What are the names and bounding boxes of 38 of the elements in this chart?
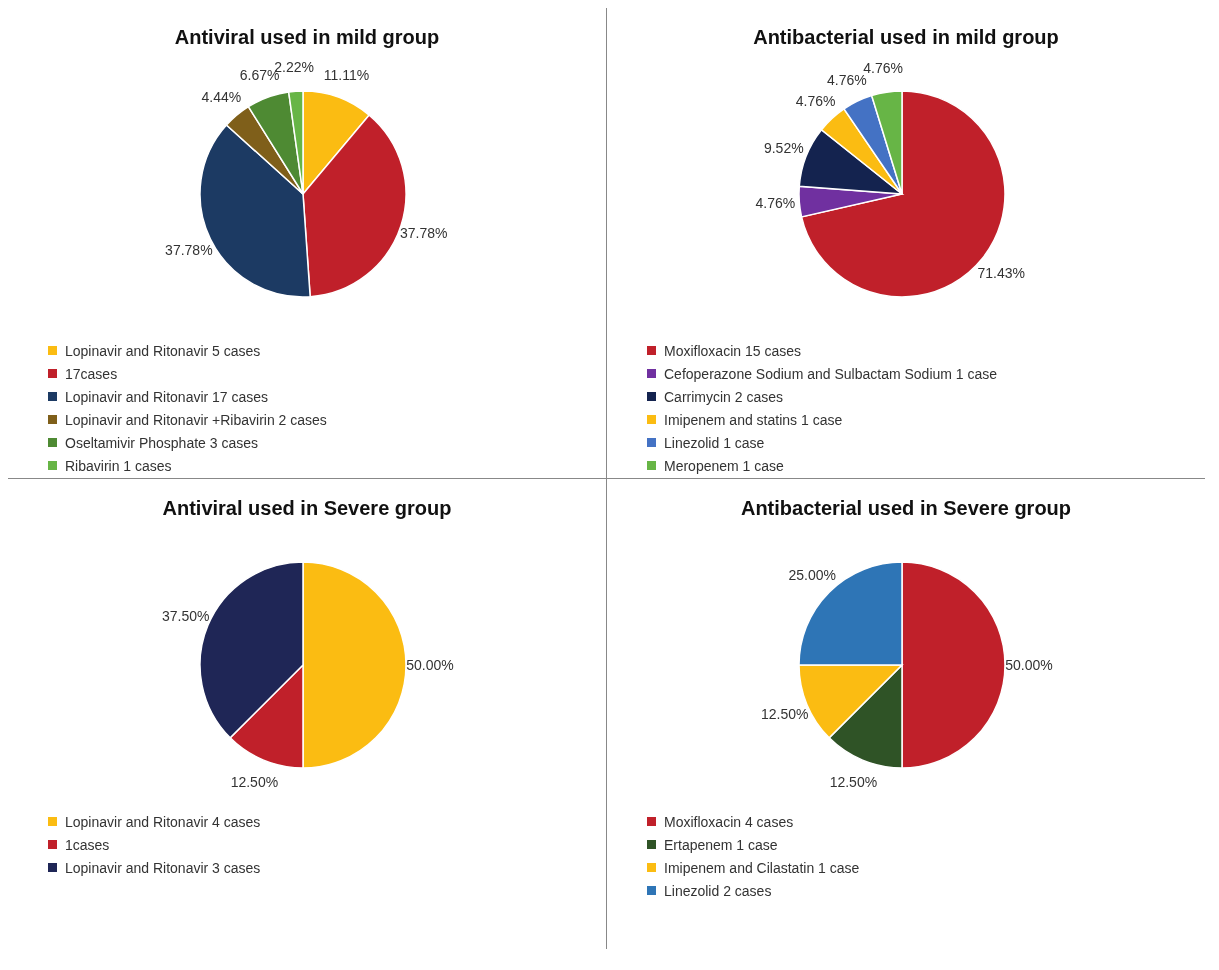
- data-label: 12.50%: [829, 774, 878, 791]
- data-label: 71.43%: [977, 265, 1026, 282]
- legend-label: Lopinavir and Ritonavir +Ribavirin 2 cases: [65, 411, 327, 428]
- legend-label: Imipenem and statins 1 case: [664, 411, 843, 428]
- chart-title: Antiviral used in mild group: [173, 26, 441, 49]
- legend-label: Ertapenem 1 case: [664, 836, 778, 853]
- legend-label: 1cases: [65, 836, 110, 853]
- legend-label: Linezolid 2 cases: [664, 882, 772, 899]
- data-label: 4.44%: [201, 88, 242, 105]
- legend-label: Lopinavir and Ritonavir 3 cases: [65, 859, 261, 876]
- data-label: 25.00%: [788, 567, 836, 584]
- data-label: 50.00%: [406, 657, 454, 673]
- legend-label: Ribavirin 1 cases: [65, 457, 172, 474]
- data-label: 12.50%: [760, 705, 809, 722]
- legend-label: Oseltamivir Phosphate 3 cases: [65, 434, 258, 451]
- chart-title: Antibacterial used in mild group: [752, 26, 1060, 49]
- legend-label: Imipenem and Cilastatin 1 case: [664, 859, 860, 876]
- data-label: 37.78%: [400, 225, 448, 242]
- chart-title: Antiviral used in Severe group: [161, 497, 453, 520]
- legend-label: Lopinavir and Ritonavir 17 cases: [65, 388, 269, 405]
- legend-label: Meropenem 1 case: [664, 457, 784, 474]
- data-label: 11.11%: [323, 66, 370, 83]
- data-label: 37.78%: [165, 241, 213, 258]
- legend-label: Cefoperazone Sodium and Sulbactam Sodium 1 case: [664, 365, 998, 382]
- data-label: 4.76%: [795, 92, 836, 109]
- legend-label: 17cases: [65, 365, 118, 382]
- data-label: 9.52%: [763, 139, 804, 156]
- data-label: 50.00%: [1005, 657, 1053, 673]
- legend-label: Carrimycin 2 cases: [664, 388, 784, 405]
- legend-label: Moxifloxacin 4 cases: [664, 813, 794, 830]
- chart-title: Antibacterial used in Severe group: [739, 497, 1073, 520]
- data-label: 12.50%: [230, 774, 279, 791]
- data-label: 4.76%: [755, 195, 796, 212]
- legend-label: Lopinavir and Ritonavir 4 cases: [65, 813, 261, 830]
- data-label: 37.50%: [161, 608, 210, 625]
- legend-label: Moxifloxacin 15 cases: [664, 342, 801, 359]
- legend-label: Linezolid 1 case: [664, 434, 765, 451]
- legend-label: Lopinavir and Ritonavir 5 cases: [65, 342, 261, 359]
